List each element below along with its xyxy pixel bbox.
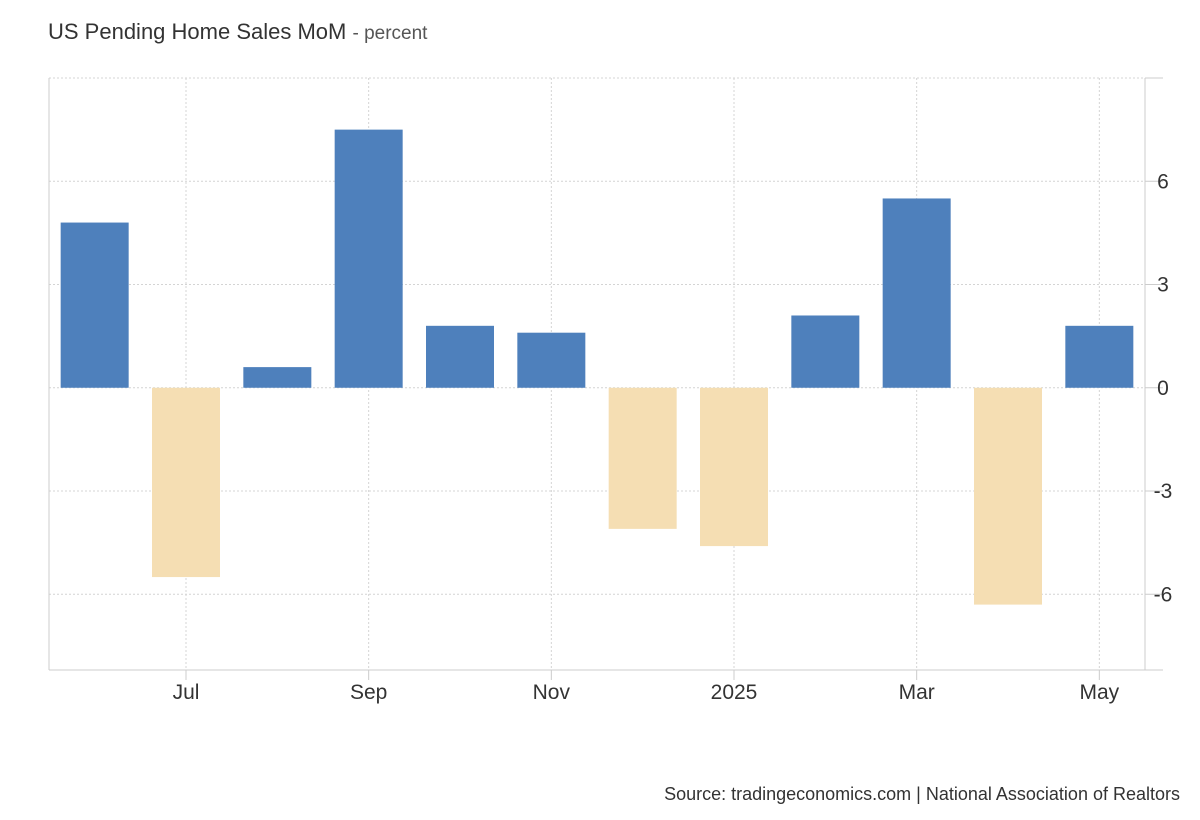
chart-subtitle: - percent xyxy=(352,23,428,44)
bar-2024-07 xyxy=(152,387,220,578)
axes xyxy=(48,77,1163,680)
x-tick-label: Sep xyxy=(350,681,387,704)
y-tick-label: 3 xyxy=(1157,274,1169,297)
x-tick-label: 2025 xyxy=(711,681,758,704)
bar-2024-06 xyxy=(60,222,129,388)
bar-2025-03 xyxy=(882,198,951,388)
x-tick-label: May xyxy=(1079,681,1119,704)
bar-series xyxy=(60,129,1134,605)
bar-2024-09 xyxy=(334,129,403,388)
bar-2025-02 xyxy=(791,315,860,388)
x-tick-label: Jul xyxy=(173,681,200,704)
y-tick-label: 6 xyxy=(1157,170,1169,193)
bar-2024-08 xyxy=(243,367,312,388)
chart-title: US Pending Home Sales MoM - percent xyxy=(48,19,427,45)
x-tick-label: Mar xyxy=(899,681,935,704)
y-tick-label: -3 xyxy=(1154,480,1173,503)
x-tick-label: Nov xyxy=(533,681,571,704)
bar-2025-05 xyxy=(1065,325,1134,388)
tick-labels: 6 3 0 -3 -6 Jul Sep Nov 2025 Mar May xyxy=(173,170,1173,704)
bar-2025-04 xyxy=(974,387,1042,605)
bar-2024-11 xyxy=(517,332,586,388)
chart-title-text: US Pending Home Sales MoM xyxy=(48,19,347,44)
bar-2024-10 xyxy=(426,325,494,388)
y-tick-label: -6 xyxy=(1154,583,1173,606)
source-note: Source: tradingeconomics.com | National … xyxy=(664,784,1180,804)
bar-2024-12 xyxy=(608,387,677,529)
bar-2025-01 xyxy=(700,387,768,547)
y-tick-label: 0 xyxy=(1157,377,1169,400)
